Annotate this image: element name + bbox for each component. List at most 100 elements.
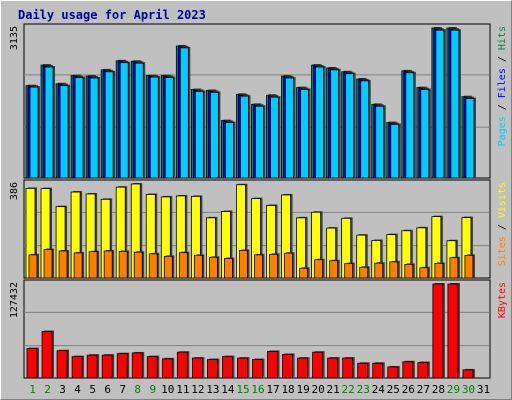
bar-kbytes-day-6	[101, 354, 113, 379]
chart-title: Daily usage for April 2023	[18, 8, 206, 22]
bar-sites-day-8	[133, 251, 143, 279]
bar-pages-day-5	[89, 77, 99, 179]
legend-separator: /	[497, 50, 508, 68]
x-tick-label-day-25: 25	[387, 383, 400, 396]
x-tick-label-day-19: 19	[296, 383, 309, 396]
bar-kbytes-day-25	[387, 366, 399, 379]
bar-pages-day-25	[390, 124, 400, 179]
x-tick-label-day-4: 4	[74, 383, 81, 396]
x-tick-label-day-6: 6	[104, 383, 111, 396]
bar-pages-day-23	[360, 80, 370, 179]
legend-visits: Visits	[497, 182, 508, 218]
bar-pages-day-3	[59, 85, 69, 179]
x-tick-label-day-31: 31	[477, 383, 490, 396]
x-tick-label-day-7: 7	[119, 383, 126, 396]
bar-kbytes-day-22	[342, 357, 354, 379]
bar-pages-day-26	[405, 72, 415, 179]
bar-kbytes-day-9	[146, 356, 158, 379]
bar-sites-day-4	[73, 252, 83, 279]
x-tick-label-day-1: 1	[29, 383, 36, 396]
bar-pages-day-14	[225, 122, 234, 179]
x-tick-label-day-10: 10	[161, 383, 174, 396]
bar-pages-day-9	[149, 76, 159, 179]
bar-pages-day-17	[270, 96, 279, 179]
bar-sites-day-13	[208, 256, 218, 279]
x-tick-label-day-26: 26	[402, 383, 415, 396]
bar-pages-day-13	[209, 91, 219, 179]
legend-pages: Pages	[497, 116, 508, 146]
bar-sites-day-26	[404, 263, 414, 279]
x-tick-label-day-27: 27	[417, 383, 430, 396]
x-tick-label-day-12: 12	[191, 383, 204, 396]
x-tick-label-day-24: 24	[372, 383, 386, 396]
x-tick-label-day-23: 23	[357, 383, 370, 396]
bar-pages-day-28	[435, 29, 445, 179]
bar-sites-day-6	[103, 250, 113, 279]
bar-pages-day-21	[330, 69, 340, 179]
legend-separator: /	[497, 98, 508, 116]
bar-pages-day-15	[240, 95, 249, 179]
x-tick-label-day-8: 8	[134, 383, 141, 396]
legend-kbytes: KBytes	[497, 282, 508, 318]
bar-pages-day-7	[119, 62, 129, 179]
bar-pages-day-6	[104, 71, 114, 179]
bar-kbytes-day-16	[252, 359, 263, 379]
bar-kbytes-day-29	[447, 283, 459, 379]
x-tick-label-day-28: 28	[432, 383, 445, 396]
bar-pages-day-8	[134, 62, 144, 179]
bar-pages-day-18	[285, 77, 294, 179]
bar-sites-day-20	[314, 259, 324, 279]
bar-sites-day-2	[43, 249, 53, 279]
bar-kbytes-day-2	[41, 331, 53, 379]
bar-pages-day-20	[315, 66, 325, 179]
axis-legend: Sites / Visits	[497, 182, 508, 266]
x-tick-label-day-18: 18	[281, 383, 294, 396]
x-tick-label-day-13: 13	[206, 383, 219, 396]
bar-kbytes-day-11	[176, 351, 188, 379]
bar-pages-day-4	[74, 77, 84, 179]
bar-sites-day-3	[58, 250, 68, 279]
legend-hits: Hits	[497, 26, 508, 50]
bar-kbytes-day-21	[327, 357, 339, 379]
bar-kbytes-day-13	[206, 359, 218, 379]
bar-kbytes-day-8	[131, 352, 143, 379]
bar-sites-day-9	[148, 253, 158, 279]
bar-kbytes-day-17	[267, 351, 278, 379]
bar-kbytes-day-3	[56, 350, 68, 379]
bar-sites-day-15	[239, 250, 248, 279]
legend-separator: /	[497, 218, 508, 236]
bar-sites-day-14	[224, 258, 233, 279]
bar-kbytes-day-10	[161, 358, 173, 379]
bar-kbytes-day-7	[116, 353, 128, 379]
bar-sites-day-11	[178, 252, 188, 279]
bar-sites-day-21	[329, 260, 339, 279]
x-tick-label-day-3: 3	[59, 383, 66, 396]
bar-kbytes-day-12	[191, 357, 203, 379]
bar-sites-day-18	[284, 252, 293, 279]
x-tick-label-day-9: 9	[149, 383, 156, 396]
x-tick-label-day-30: 30	[462, 383, 475, 396]
bar-sites-day-12	[193, 254, 203, 279]
bar-sites-day-27	[419, 267, 429, 279]
axis-legend: KBytes	[497, 282, 508, 318]
x-tick-label-day-17: 17	[266, 383, 279, 396]
bar-kbytes-day-23	[357, 362, 369, 379]
bar-sites-day-25	[389, 261, 399, 279]
bar-sites-day-30	[464, 254, 474, 279]
bar-pages-day-1	[29, 86, 39, 179]
bar-sites-day-23	[359, 266, 369, 279]
x-tick-label-day-22: 22	[342, 383, 355, 396]
bar-kbytes-day-14	[222, 356, 233, 379]
bar-pages-day-29	[450, 29, 460, 179]
x-tick-label-day-2: 2	[44, 383, 51, 396]
bar-pages-day-11	[179, 47, 189, 179]
bar-kbytes-day-30	[462, 369, 474, 379]
bar-sites-day-16	[254, 254, 263, 279]
bar-sites-day-10	[163, 255, 173, 279]
panel-bottom: 127432 KBytes	[9, 279, 508, 379]
bar-sites-day-17	[269, 253, 278, 279]
x-tick-label-day-20: 20	[312, 383, 325, 396]
bar-sites-day-28	[434, 262, 444, 279]
x-tick-label-day-29: 29	[447, 383, 460, 396]
